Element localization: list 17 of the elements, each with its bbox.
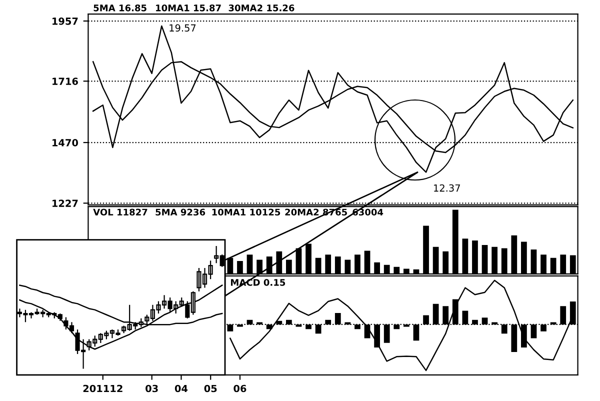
x-tick-label: 04 [174,384,188,392]
annotation: 10MA1 10125 [212,208,280,216]
y-tick-label: 1470 [52,139,78,146]
text: 30MA2 15.26 [228,4,294,12]
y-tick-label: 1227 [52,200,78,207]
x-tick-label: 201112 [83,384,122,392]
annotation: 5MA 9236 [156,208,206,216]
x-tick-label: 05 [204,384,217,392]
x-tick-label: 03 [146,384,158,392]
annotation: VOL 11827 [93,208,148,216]
text: 10MA1 15.87 [156,4,221,12]
x-tick-label: 06 [234,384,246,392]
annotation: 19.57 [170,24,196,32]
annotation: 12.37 [434,184,460,192]
y-tick-label: 1716 [52,78,78,85]
text: 5MA 16.85 [94,4,146,12]
y-tick-label: 1957 [52,18,78,25]
